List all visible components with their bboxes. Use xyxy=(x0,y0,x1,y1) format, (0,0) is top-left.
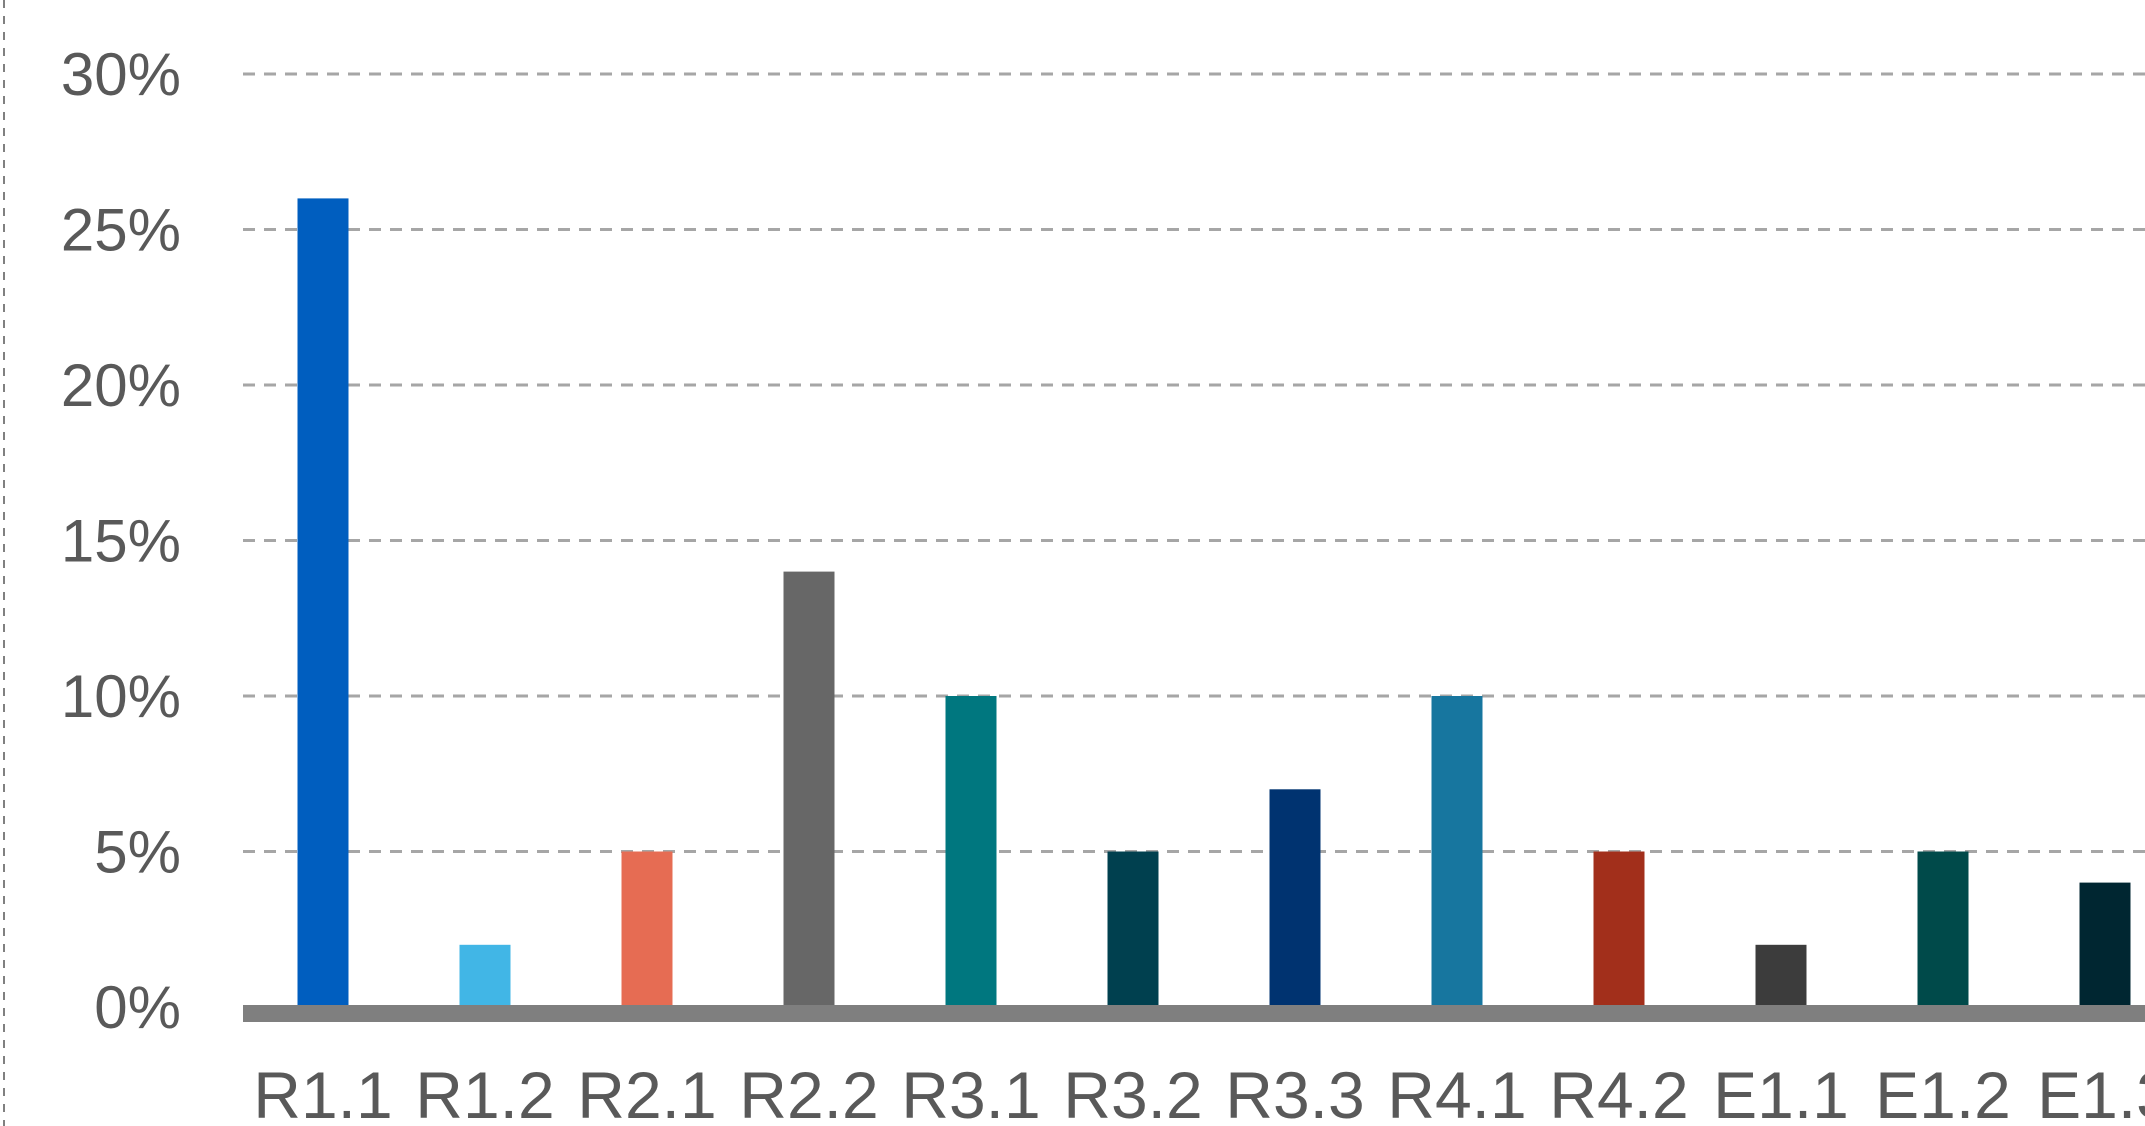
x-tick-label: R2.1 xyxy=(577,1058,716,1126)
bar xyxy=(297,198,349,1007)
y-tick-label: 30% xyxy=(61,41,181,108)
bar xyxy=(1269,789,1321,1007)
x-tick-label: R4.2 xyxy=(1549,1058,1688,1126)
y-tick-label: 25% xyxy=(61,197,181,264)
bar xyxy=(1107,851,1159,1007)
x-tick-label: R1.2 xyxy=(415,1058,554,1126)
y-tick-label: 0% xyxy=(94,974,181,1041)
bar xyxy=(783,571,835,1007)
bar xyxy=(1593,851,1645,1007)
y-tick-label: 5% xyxy=(94,819,181,886)
x-tick-label: E1.1 xyxy=(1713,1058,1849,1126)
y-tick-label: 10% xyxy=(61,663,181,730)
x-tick-label: E1.2 xyxy=(1875,1058,2011,1126)
bar xyxy=(2079,882,2131,1007)
x-tick-label: R3.3 xyxy=(1225,1058,1364,1126)
bar xyxy=(621,851,673,1007)
x-tick-label: R1.1 xyxy=(253,1058,392,1126)
bar xyxy=(1917,851,1969,1007)
x-tick-label: R3.2 xyxy=(1063,1058,1202,1126)
x-tick-label: E1.3 xyxy=(2037,1058,2145,1126)
x-tick-label: R2.2 xyxy=(739,1058,878,1126)
bar xyxy=(1755,944,1807,1007)
y-tick-label: 15% xyxy=(61,508,181,575)
x-axis-line xyxy=(243,1005,2145,1022)
bar xyxy=(945,696,997,1007)
x-tick-label: R3.1 xyxy=(901,1058,1040,1126)
y-tick-label: 20% xyxy=(61,352,181,419)
bar xyxy=(459,944,511,1007)
bar xyxy=(1431,696,1483,1007)
x-tick-label: R4.1 xyxy=(1387,1058,1526,1126)
